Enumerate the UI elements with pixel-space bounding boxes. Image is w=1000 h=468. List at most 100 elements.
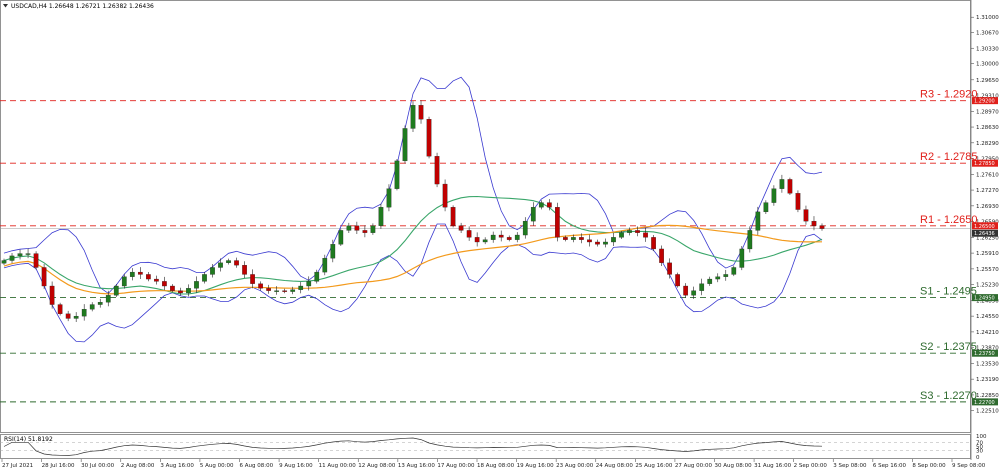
ma-orange-line	[3, 224, 823, 295]
time-tick-label: 31 Aug 16:00	[754, 463, 792, 468]
candle-body	[466, 230, 472, 238]
rsi-panel-frame	[0, 434, 971, 459]
time-tick-label: 27 Jul 2021	[2, 463, 33, 468]
price-tick-label: 1.29650	[976, 78, 999, 84]
triangle-down-icon[interactable]	[3, 4, 8, 8]
level-label: S2 - 1.2375	[920, 341, 977, 353]
candle-body	[627, 230, 632, 233]
time-tick-label: 13 Aug 16:00	[398, 463, 436, 468]
candle-body	[739, 248, 745, 268]
price-tick-label: 1.27610	[976, 172, 999, 178]
time-tick-label: 3 Aug 16:00	[160, 463, 194, 468]
bollinger-upper-band	[3, 76, 823, 294]
moving-averages	[3, 195, 823, 295]
level-price-tag	[972, 222, 998, 230]
time-tick-label: 8 Sep 00:00	[912, 463, 946, 468]
candle-body	[394, 160, 400, 189]
level-price-tag-text: 1.26500	[974, 224, 995, 230]
candle-body	[105, 295, 111, 303]
candle-body	[651, 237, 656, 250]
candle-body	[659, 248, 664, 263]
candle-body	[522, 220, 528, 236]
candle-body	[811, 220, 817, 226]
candle-body	[707, 278, 713, 284]
price-tick-label: 1.25230	[976, 283, 999, 289]
time-tick-label: 11 Aug 00:00	[319, 463, 357, 468]
price-tick-label: 1.23190	[976, 377, 999, 383]
rsi-tick-label: 100	[976, 434, 987, 440]
candle-body	[81, 309, 87, 317]
candle-body	[17, 253, 23, 257]
candle-body	[137, 271, 143, 275]
candle-body	[250, 274, 255, 284]
price-tick-label: 1.27950	[976, 157, 999, 163]
price-tick-label: 1.26930	[976, 204, 999, 210]
price-tick-label: 1.24550	[976, 314, 999, 320]
candle-body	[338, 230, 344, 245]
chart-title: USDCAD,H4 1.26648 1.26721 1.26382 1.2643…	[11, 3, 154, 10]
candle-body	[410, 105, 416, 129]
candle-body	[490, 234, 496, 240]
candle-body	[57, 304, 63, 314]
candle-body	[595, 241, 600, 245]
candle-body	[819, 225, 825, 229]
candle-body	[530, 207, 536, 222]
candle-body	[731, 267, 737, 275]
candle-body	[378, 207, 384, 226]
time-tick-label: 30 Aug 08:00	[715, 463, 753, 468]
current-price-tag-text: 1.26436	[974, 231, 995, 237]
candle-body	[803, 209, 809, 222]
candle-body	[9, 255, 15, 261]
candle-body	[346, 225, 352, 231]
candle-body	[314, 271, 320, 282]
candle-body	[571, 237, 576, 240]
level-labels: R3 - 1.2920 R2 - 1.2785 R1 - 1.2650 S1 - 1.…	[920, 89, 977, 402]
price-tick-label: 1.27270	[976, 188, 999, 194]
candle-body	[723, 274, 729, 277]
level-price-tag-text: 1.29200	[974, 99, 995, 105]
candle-body	[186, 288, 191, 294]
rsi-tick-label: 0	[976, 455, 980, 461]
level-label: R3 - 1.2920	[920, 89, 977, 101]
candle-body	[434, 156, 440, 185]
rsi-title: RSI(14) 51.8192	[4, 436, 53, 443]
candle-body	[170, 285, 175, 291]
rsi-tick-label: 70	[976, 440, 983, 446]
candle-body	[498, 234, 504, 238]
candle-body	[667, 262, 672, 275]
candle-body	[202, 274, 207, 282]
candlesticks	[1, 100, 825, 323]
price-tick-label: 1.28290	[976, 141, 999, 147]
candle-body	[129, 271, 135, 277]
level-price-tag	[972, 349, 998, 357]
level-label: R1 - 1.2650	[920, 214, 977, 226]
time-tick-label: 9 Aug 16:00	[279, 463, 313, 468]
rsi-line	[3, 437, 823, 456]
candle-body	[386, 188, 392, 208]
candle-body	[747, 230, 753, 250]
candle-body	[162, 281, 167, 287]
candle-body	[787, 179, 793, 194]
candle-body	[322, 258, 328, 273]
time-tick-label: 12 Aug 08:00	[358, 463, 396, 468]
price-tick-label: 1.30000	[976, 62, 999, 68]
time-tick-label: 25 Aug 16:00	[635, 463, 673, 468]
level-price-tag	[972, 398, 998, 406]
candle-body	[691, 290, 697, 296]
candle-body	[1, 260, 7, 264]
candle-body	[555, 207, 560, 238]
candle-body	[234, 260, 239, 266]
candle-body	[683, 285, 689, 296]
level-price-tag-text: 1.23750	[974, 351, 995, 357]
candle-body	[779, 179, 785, 189]
candle-body	[178, 290, 183, 294]
candle-body	[458, 225, 464, 231]
candle-body	[362, 230, 368, 233]
candle-body	[49, 285, 55, 305]
time-tick-label: 2 Aug 08:00	[121, 463, 155, 468]
candle-body	[121, 276, 127, 287]
level-label: R2 - 1.2785	[920, 151, 977, 163]
time-tick-label: 19 Aug 16:00	[517, 463, 555, 468]
